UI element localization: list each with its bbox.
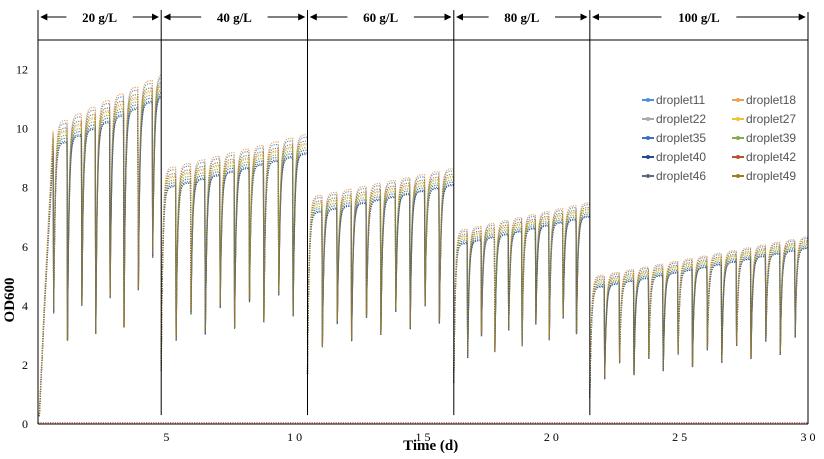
plot-area	[38, 74, 809, 424]
phase-label: 100 g/L	[678, 10, 720, 25]
x-axis-title: Time (d)	[403, 438, 458, 454]
x-tick-label: 1 5	[416, 430, 431, 444]
legend-item-droplet18: droplet18	[732, 93, 796, 107]
series-droplet40	[38, 96, 808, 417]
series-line	[38, 89, 808, 417]
legend-marker	[646, 117, 650, 121]
legend-marker	[646, 98, 650, 102]
x-tick-label: 1 0	[287, 430, 302, 444]
phase-2: 60 g/L	[307, 10, 452, 416]
phase-0: 20 g/L	[37, 10, 159, 40]
phase-label: 80 g/L	[504, 10, 539, 25]
legend-label: droplet27	[746, 112, 796, 126]
legend-marker	[646, 136, 650, 140]
legend-marker	[736, 155, 740, 159]
legend-label: droplet49	[746, 169, 796, 183]
legend-item-droplet27: droplet27	[732, 112, 796, 126]
legend-marker	[736, 174, 740, 178]
x-tick-label: 2 5	[672, 430, 687, 444]
series-line	[38, 96, 808, 417]
legend-label: droplet40	[656, 150, 706, 164]
x-tick-label: 5	[163, 430, 169, 444]
phase-label: 40 g/L	[217, 10, 252, 25]
legend-item-droplet35: droplet35	[642, 131, 706, 145]
y-tick-label: 4	[22, 299, 28, 313]
x-tick-label: 3 0	[801, 430, 816, 444]
legend-label: droplet46	[656, 169, 706, 183]
legend-label: droplet42	[746, 150, 796, 164]
y-tick-label: 2	[22, 358, 28, 372]
legend-marker	[736, 136, 740, 140]
legend-item-droplet39: droplet39	[732, 131, 796, 145]
y-tick-label: 0	[22, 417, 28, 431]
legend-item-droplet42: droplet42	[732, 150, 796, 164]
phase-4: 100 g/L	[589, 10, 806, 416]
legend-item-droplet11: droplet11	[642, 93, 705, 107]
legend-item-droplet46: droplet46	[642, 169, 706, 183]
legend-marker	[646, 174, 650, 178]
legend-label: droplet18	[746, 93, 796, 107]
axes: 0 2 4 6 8 10 12 5 1 0 1 5 2 0 2 5 3 0	[16, 12, 816, 444]
y-axis-title: OD600	[2, 277, 18, 322]
y-tick-label: 10	[16, 122, 28, 136]
legend-marker	[646, 155, 650, 159]
phase-label: 20 g/L	[82, 10, 117, 25]
phase-3: 80 g/L	[453, 10, 588, 416]
legend-item-droplet40: droplet40	[642, 150, 706, 164]
phase-label: 60 g/L	[363, 10, 398, 25]
series-droplet39	[38, 89, 808, 417]
legend-marker	[736, 117, 740, 121]
phase-1: 40 g/L	[160, 10, 306, 416]
legend-label: droplet11	[656, 93, 705, 107]
legend-label: droplet39	[746, 131, 796, 145]
y-tick-label: 12	[16, 63, 28, 77]
phase-annotations: 20 g/L 40 g/L 60 g/L 80 g/L 100 g/L	[37, 10, 806, 416]
legend-item-droplet22: droplet22	[642, 112, 706, 126]
legend-item-droplet49: droplet49	[732, 169, 796, 183]
x-tick-label: 2 0	[544, 430, 559, 444]
legend-label: droplet22	[656, 112, 706, 126]
legend: droplet11 droplet18 droplet22 droplet27 drop…	[642, 93, 796, 183]
legend-label: droplet35	[656, 131, 706, 145]
y-tick-label: 8	[22, 181, 28, 195]
y-tick-label: 6	[22, 240, 28, 254]
legend-marker	[736, 98, 740, 102]
